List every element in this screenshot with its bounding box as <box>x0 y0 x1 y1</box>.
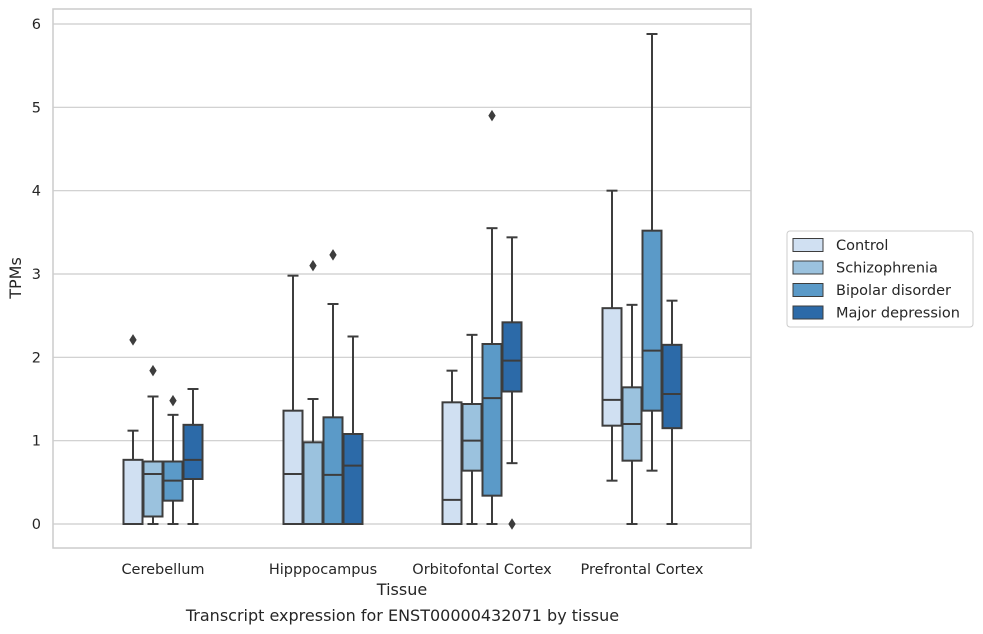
box-bipolar-disorder <box>481 109 503 525</box>
box-major-depression <box>501 236 523 530</box>
legend-swatch <box>792 260 824 275</box>
legend-label: Control <box>836 238 888 254</box>
legend-label: Bipolar disorder <box>836 283 951 299</box>
y-axis-label: TPMs <box>6 257 25 300</box>
box-control <box>282 274 304 525</box>
boxes <box>122 33 683 530</box>
y-tick-label: 3 <box>32 267 41 283</box>
y-tick-labels: 0 1 2 3 4 5 6 <box>32 17 41 533</box>
box-iqr <box>641 229 663 412</box>
box-schizophrenia <box>302 259 324 526</box>
x-tick-label: Orbitofontal Cortex <box>412 562 552 578</box>
x-tick-label: Prefrontal Cortex <box>581 562 704 578</box>
box-schizophrenia <box>461 333 483 525</box>
plot-frame <box>52 8 752 549</box>
legend-label: Schizophrenia <box>836 261 938 277</box>
box-control <box>122 334 144 526</box>
box-major-depression <box>661 299 683 525</box>
y-tick-label: 2 <box>32 350 41 366</box>
y-tick-label: 0 <box>32 517 41 533</box>
x-axis-label: Tissue <box>376 580 427 599</box>
legend: Control Schizophrenia Bipolar disorder Majo… <box>786 230 974 328</box>
box-bipolar-disorder <box>322 249 344 526</box>
legend-swatch <box>792 238 824 252</box>
y-tick-label: 5 <box>32 100 41 116</box>
chart-caption: Transcript expression for ENST0000043207… <box>185 606 620 625</box>
outlier-marker <box>488 109 496 122</box>
box-major-depression <box>182 388 204 525</box>
outlier-marker <box>149 364 157 377</box>
box-control <box>441 369 463 526</box>
box-bipolar-disorder <box>162 394 184 525</box>
box-schizophrenia <box>621 303 643 525</box>
box-iqr <box>342 433 364 525</box>
box-iqr <box>182 423 204 481</box>
legend-swatch <box>792 283 824 297</box>
outlier-marker <box>129 334 137 346</box>
box-iqr <box>322 416 344 526</box>
box-iqr <box>122 458 144 526</box>
box-iqr <box>302 441 324 526</box>
box-control <box>601 189 623 482</box>
y-tick-label: 1 <box>32 434 41 450</box>
legend-label: Major depression <box>836 306 960 322</box>
legend-frame <box>786 230 974 328</box>
box-iqr <box>601 307 623 427</box>
box-iqr <box>441 401 463 526</box>
gridlines <box>53 23 751 525</box>
box-iqr <box>142 460 164 518</box>
y-tick-label: 4 <box>32 184 41 200</box>
box-iqr <box>661 343 683 430</box>
y-tick-label: 6 <box>32 17 41 33</box>
x-tick-label: Cerebellum <box>121 562 204 578</box>
box-iqr <box>282 409 304 525</box>
box-iqr <box>501 321 523 393</box>
box-schizophrenia <box>142 364 164 525</box>
box-iqr <box>461 403 483 472</box>
x-tick-labels: Cerebellum Hipppocampus Orbitofontal Corte… <box>121 562 703 578</box>
outlier-marker <box>169 394 177 407</box>
outlier-marker <box>508 518 516 530</box>
legend-swatch <box>792 305 824 320</box>
box-bipolar-disorder <box>641 33 663 472</box>
x-tick-label: Hipppocampus <box>269 562 377 578</box>
box-major-depression <box>342 335 364 525</box>
outlier-marker <box>309 259 317 272</box>
box-iqr <box>481 343 503 497</box>
outlier-marker <box>329 249 337 261</box>
